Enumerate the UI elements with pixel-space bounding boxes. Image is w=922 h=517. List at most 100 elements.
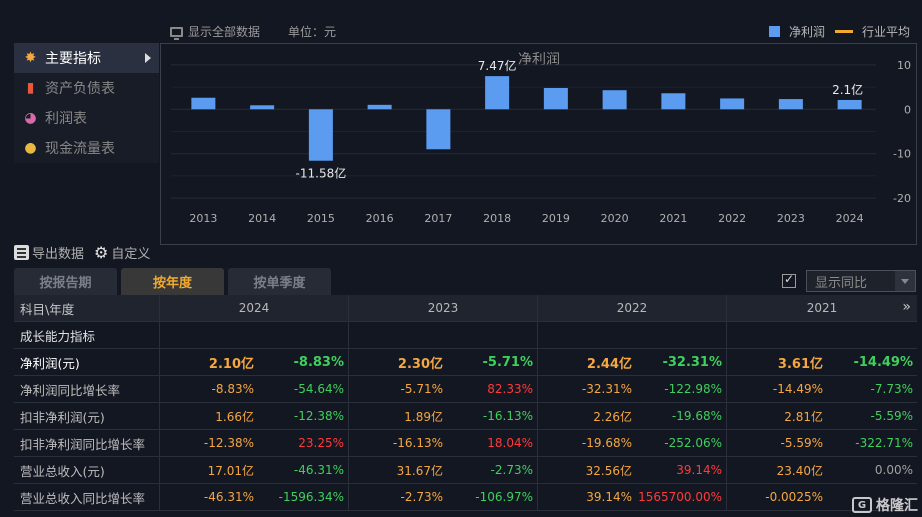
yoy-checkbox[interactable] [782, 272, 796, 288]
nav-item-label: 现金流量表 [45, 141, 115, 157]
table-row[interactable]: 营业总收入同比增长率 -46.31% -1596.34% -2.73% -106.97%… [14, 484, 917, 511]
row-label: 营业总收入(元) [14, 457, 160, 483]
cell-change: 1565700.00% [638, 490, 722, 504]
nav-item-balance-sheet[interactable]: ▮ 资产负债表 [14, 73, 159, 103]
cell-value: 23.40亿 [776, 463, 823, 478]
table-header-row: 科目\年度 2024 2023 2022 2021 » [14, 295, 917, 322]
column-header-year: 2023 [349, 295, 538, 321]
table-cell: 23.40亿 0.00% [727, 457, 917, 483]
legend-net-profit: 净利润 [788, 25, 825, 39]
yoy-dropdown[interactable]: 显示同比 [806, 270, 916, 292]
bar-2016 [367, 104, 392, 110]
cell-change: -122.98% [664, 382, 722, 396]
bar-2013 [191, 97, 216, 110]
row-label: 营业总收入同比增长率 [14, 484, 160, 510]
cell-value: -8.83% [211, 382, 254, 396]
statement-nav: ✸ 主要指标 ▮ 资产负债表 ◕ 利润表 ● 现金流量表 [14, 43, 159, 163]
y-tick-label: -20 [893, 192, 911, 205]
watermark-text: 格隆汇 [876, 498, 918, 514]
cell-value: -32.31% [581, 382, 632, 396]
tab-by-quarter[interactable]: 按单季度 [228, 268, 331, 295]
empty-cell [727, 322, 917, 348]
customize-button[interactable]: ⚙ 自定义 [94, 243, 150, 262]
top-bar: 显示全部数据 单位：元 净利润 行业平均 [0, 0, 922, 40]
double-chevron-right-icon[interactable]: » [902, 299, 911, 315]
cell-value: -5.71% [400, 382, 443, 396]
table-cell: -19.68% -252.06% [538, 430, 727, 456]
cell-change: 23.25% [298, 436, 344, 450]
cell-change: -54.64% [293, 382, 344, 396]
x-tick-label: 2016 [366, 212, 394, 225]
table-row[interactable]: 净利润同比增长率 -8.83% -54.64% -5.71% 82.33% -32.31%… [14, 376, 917, 403]
show-all-data-button[interactable]: 显示全部数据 [170, 23, 260, 40]
cell-value: -2.73% [400, 490, 443, 504]
cell-value: 2.30亿 [397, 356, 443, 372]
column-header-year: 2022 [538, 295, 727, 321]
cell-value: 1.89亿 [404, 409, 443, 424]
empty-cell [538, 322, 727, 348]
export-icon [14, 245, 29, 260]
financial-table: 科目\年度 2024 2023 2022 2021 » 成长能力指标 净利润(元… [14, 295, 917, 511]
nav-item-label: 主要指标 [45, 51, 101, 67]
table-cell: 2.30亿 -5.71% [349, 349, 538, 375]
export-data-button[interactable]: 导出数据 [14, 243, 84, 262]
cell-change: -32.31% [662, 354, 722, 370]
monitor-icon [170, 26, 183, 40]
cell-change: -1596.34% [278, 490, 344, 504]
table-cell: -12.38% 23.25% [160, 430, 349, 456]
column-header-year: 2024 [160, 295, 349, 321]
cell-change: -252.06% [664, 436, 722, 450]
table-row[interactable]: 营业总收入(元) 17.01亿 -46.31% 31.67亿 -2.73% 32.56亿 3… [14, 457, 917, 484]
bar-2014 [250, 105, 275, 110]
legend-industry-avg: 行业平均 [861, 25, 910, 39]
table-cell: 1.89亿 -16.13% [349, 403, 538, 429]
nav-item-key-indicators[interactable]: ✸ 主要指标 [14, 43, 159, 73]
chart-canvas: 净利润 10 0 -10 -20 2013 2014 2015 2016 2017 2018 2019… [171, 52, 911, 225]
x-tick-label: 2017 [424, 212, 452, 225]
cell-change: 18.04% [487, 436, 533, 450]
cell-value: -14.49% [772, 382, 823, 396]
x-tick-label: 2013 [189, 212, 217, 225]
data-label: -11.58亿 [296, 166, 347, 181]
nav-item-income-statement[interactable]: ◕ 利润表 [14, 103, 159, 133]
table-row[interactable]: 扣非净利润(元) 1.66亿 -12.38% 1.89亿 -16.13% 2.26亿 -19… [14, 403, 917, 430]
table-cell: 32.56亿 39.14% [538, 457, 727, 483]
chevron-right-icon [145, 53, 151, 63]
bar-2017 [426, 109, 451, 150]
yoy-toggle: 显示同比 [782, 270, 916, 292]
empty-cell [349, 322, 538, 348]
section-row: 成长能力指标 [14, 322, 917, 349]
cell-value: 2.26亿 [593, 409, 632, 424]
chart-legend: 净利润 行业平均 [768, 23, 910, 40]
tab-by-report-period[interactable]: 按报告期 [14, 268, 117, 295]
row-label: 净利润同比增长率 [14, 376, 160, 402]
nav-item-label: 利润表 [45, 111, 87, 127]
x-tick-label: 2020 [601, 212, 629, 225]
chevron-down-icon [895, 271, 915, 291]
cell-change: 39.14% [676, 463, 722, 477]
row-label: 扣非净利润(元) [14, 403, 160, 429]
column-header-year-label: 2021 [806, 301, 838, 315]
y-tick-label: 0 [904, 103, 911, 116]
chart-title: 净利润 [518, 52, 560, 68]
nav-item-cash-flow[interactable]: ● 现金流量表 [14, 133, 159, 163]
y-tick-label: 10 [897, 59, 911, 72]
cell-value: -5.59% [780, 436, 823, 450]
tab-by-year[interactable]: 按年度 [121, 268, 224, 295]
table-row[interactable]: 扣非净利润同比增长率 -12.38% 23.25% -16.13% 18.04% -19.… [14, 430, 917, 457]
row-label: 扣非净利润同比增长率 [14, 430, 160, 456]
cell-change: -16.13% [482, 409, 533, 423]
legend-line-swatch [834, 30, 853, 33]
cell-value: 32.56亿 [585, 463, 632, 478]
nav-item-label: 资产负债表 [45, 81, 115, 97]
table-row[interactable]: 净利润(元) 2.10亿 -8.83% 2.30亿 -5.71% 2.44亿 -32.31%… [14, 349, 917, 376]
cell-value: 3.61亿 [777, 356, 823, 372]
table-cell: 1.66亿 -12.38% [160, 403, 349, 429]
cell-value: -16.13% [392, 436, 443, 450]
cell-change: -12.38% [293, 409, 344, 423]
document-icon: ▮ [26, 80, 35, 96]
table-cell: -16.13% 18.04% [349, 430, 538, 456]
cell-change: -8.83% [293, 354, 345, 370]
section-label: 成长能力指标 [14, 322, 160, 348]
table-cell: -46.31% -1596.34% [160, 484, 349, 510]
